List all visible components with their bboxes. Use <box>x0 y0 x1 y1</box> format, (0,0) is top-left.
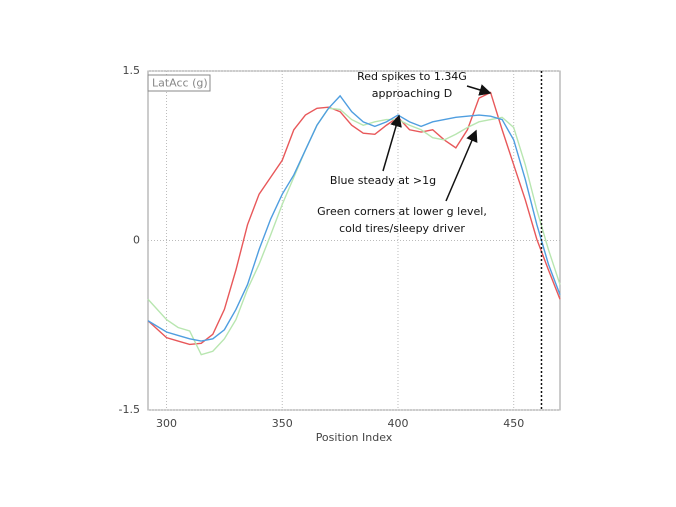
arrow <box>466 84 492 96</box>
series-line <box>147 91 561 346</box>
x-tick-label: 300 <box>156 417 177 430</box>
y-tick-label: 1.5 <box>123 64 141 77</box>
annotation: cold tires/sleepy driver <box>339 222 465 235</box>
arrow <box>382 114 402 172</box>
x-tick-label: 350 <box>272 417 293 430</box>
x-tick-label: 400 <box>387 417 408 430</box>
annotation: Blue steady at >1g <box>330 174 436 187</box>
y-tick-label: -1.5 <box>119 403 140 416</box>
y-axis-label: LatAcc (g) <box>152 77 208 90</box>
annotation: approaching D <box>372 87 452 100</box>
legend-box <box>147 74 211 92</box>
x-axis-label: Position Index <box>316 431 393 444</box>
series-line <box>147 107 561 356</box>
series-line <box>147 94 561 342</box>
plot-area <box>147 70 561 411</box>
y-tick-label: 0 <box>133 234 140 247</box>
annotation: Green corners at lower g level, <box>317 205 487 218</box>
x-tick-label: 450 <box>503 417 524 430</box>
arrow <box>445 129 478 202</box>
annotation: Red spikes to 1.34G <box>357 70 467 83</box>
